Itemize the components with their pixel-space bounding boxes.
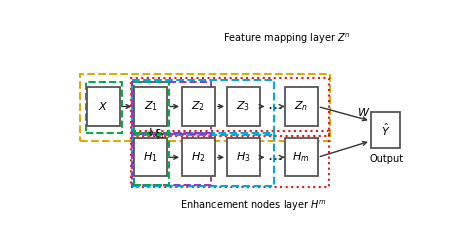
Text: Feature mapping layer $Z^n$: Feature mapping layer $Z^n$	[223, 32, 350, 46]
Bar	[227, 138, 260, 177]
Bar	[132, 133, 273, 185]
Bar	[182, 87, 215, 126]
Bar	[87, 87, 120, 126]
Text: Output: Output	[369, 154, 403, 164]
Bar	[131, 131, 329, 187]
Text: $Z_2$: $Z_2$	[192, 100, 205, 113]
Bar	[227, 87, 260, 126]
Text: $X$: $X$	[98, 101, 108, 113]
Bar	[285, 87, 317, 126]
Bar	[133, 134, 169, 185]
Bar	[133, 82, 169, 133]
Bar	[182, 138, 215, 177]
Text: $H_1$: $H_1$	[143, 150, 158, 164]
Bar	[134, 138, 167, 177]
Bar	[134, 87, 167, 126]
Bar	[86, 82, 122, 133]
Text: $H_m$: $H_m$	[292, 150, 310, 164]
Text: $\cdots$: $\cdots$	[267, 99, 282, 114]
Text: $Z_3$: $Z_3$	[236, 100, 251, 113]
Bar	[132, 134, 211, 185]
Text: $Z_1$: $Z_1$	[144, 100, 158, 113]
Text: $\cdots$: $\cdots$	[267, 150, 282, 165]
Text: $\hat{Y}$: $\hat{Y}$	[381, 122, 390, 138]
Bar	[80, 74, 330, 141]
Text: $\xi_1$: $\xi_1$	[154, 127, 165, 141]
Text: $H_2$: $H_2$	[191, 150, 206, 164]
Bar	[132, 80, 273, 135]
Bar	[131, 78, 329, 136]
Bar	[371, 112, 400, 148]
Bar	[132, 82, 211, 133]
Text: $H_3$: $H_3$	[236, 150, 251, 164]
Bar	[285, 138, 317, 177]
Text: Enhancement nodes layer $H^m$: Enhancement nodes layer $H^m$	[180, 198, 327, 213]
Text: $W$: $W$	[357, 106, 370, 118]
Text: $Z_n$: $Z_n$	[294, 100, 308, 113]
